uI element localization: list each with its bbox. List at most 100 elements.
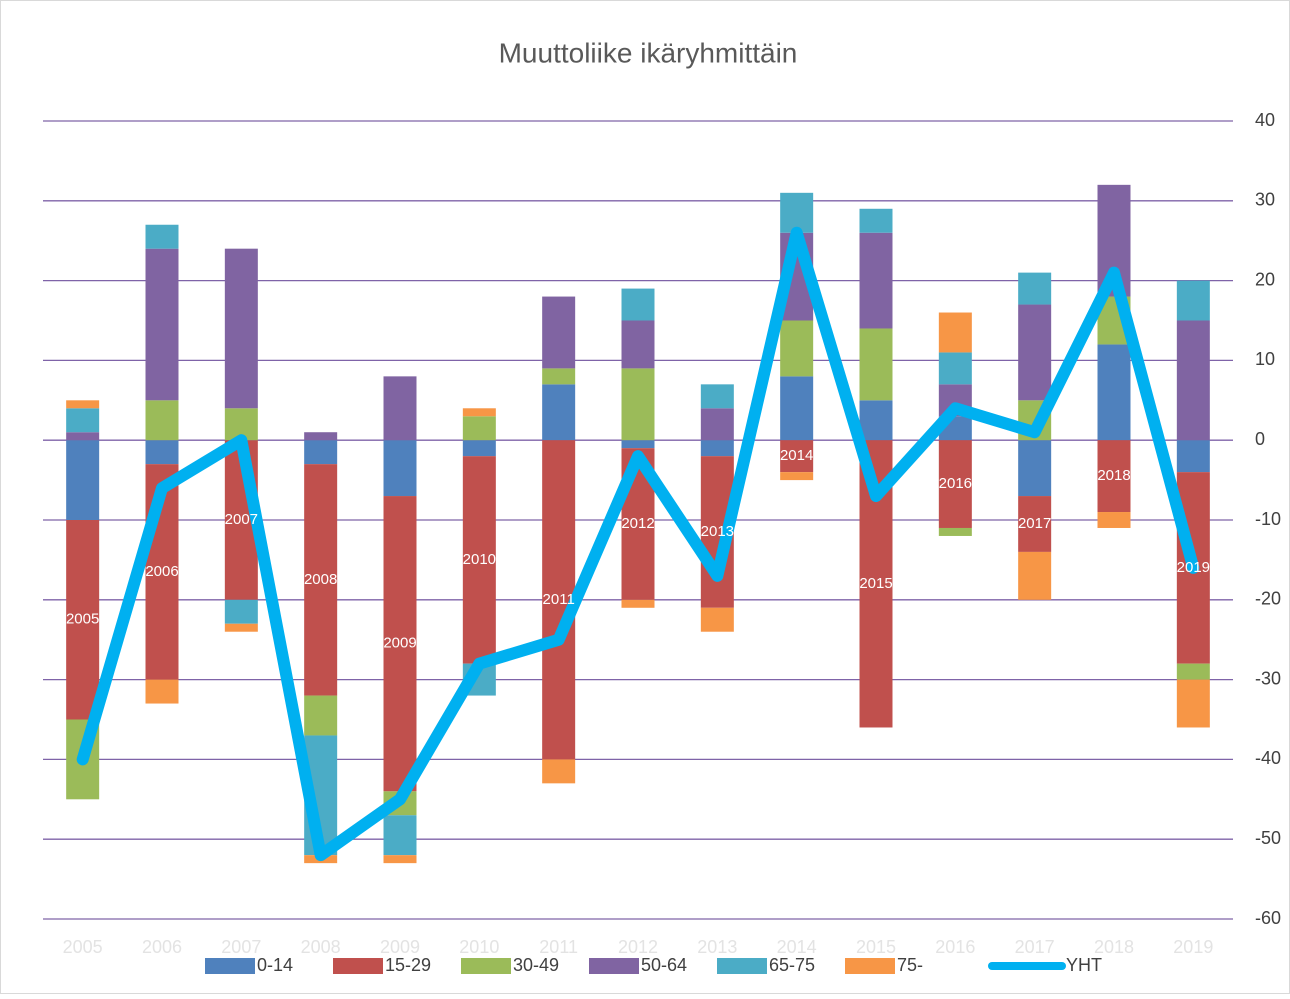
- bar-segment: [1176, 440, 1210, 473]
- bar-segment: [304, 695, 338, 736]
- x-tick-label: 2013: [697, 937, 737, 957]
- bar-segment: [700, 607, 734, 632]
- bar-category-label: 2010: [463, 551, 496, 568]
- bar-segment: [542, 384, 576, 441]
- bar-segment: [700, 384, 734, 409]
- bar-segment: [1176, 663, 1210, 680]
- bar-segment: [621, 368, 655, 441]
- bar-segment: [145, 400, 179, 441]
- legend-label: 65-75: [769, 955, 815, 975]
- legend-label: 30-49: [513, 955, 559, 975]
- bar-segment: [700, 440, 734, 457]
- bar-segment: [66, 400, 100, 409]
- x-tick-label: 2017: [1015, 937, 1055, 957]
- bar-category-label: 2019: [1177, 559, 1210, 576]
- x-tick-label: 2011: [539, 937, 578, 957]
- bar-segment: [224, 599, 258, 624]
- legend-swatch: [333, 958, 383, 974]
- bar-category-label: 2011: [543, 591, 575, 608]
- bar-category-label: 2017: [1018, 515, 1051, 532]
- legend-label: 50-64: [641, 955, 687, 975]
- x-tick-label: 2016: [935, 937, 975, 957]
- x-tick-label: 2012: [618, 937, 658, 957]
- x-tick-label: 2015: [856, 937, 896, 957]
- bar-segment: [383, 496, 417, 792]
- legend-swatch: [205, 958, 255, 974]
- bar-segment: [621, 440, 655, 449]
- bar-segment: [1018, 551, 1052, 600]
- bar-segment: [145, 679, 179, 704]
- bar-segment: [938, 352, 972, 385]
- x-tick-label: 2005: [63, 937, 103, 957]
- y-tick-label: -30: [1255, 668, 1281, 688]
- bar-segment: [1176, 679, 1210, 728]
- bar-segment: [1097, 440, 1131, 513]
- chart-title: Muuttoliike ikäryhmittäin: [499, 37, 798, 68]
- legend-label: YHT: [1066, 955, 1102, 975]
- bar-segment: [1018, 496, 1052, 552]
- bar-segment: [66, 408, 100, 433]
- bar-segment: [462, 408, 496, 417]
- bar-segment: [462, 440, 496, 457]
- line-series: [76, 226, 1200, 862]
- legend-swatch: [717, 958, 767, 974]
- bar-segment: [780, 472, 814, 481]
- bar-segment: [542, 759, 576, 784]
- bar-segment: [859, 400, 893, 441]
- x-tick-label: 2014: [777, 937, 817, 957]
- bar-segment: [859, 328, 893, 401]
- bar-category-label: 2013: [701, 523, 734, 540]
- legend-label: 75-: [897, 955, 923, 975]
- bar-segment: [1097, 344, 1131, 441]
- legend-swatch: [461, 958, 511, 974]
- y-tick-label: -60: [1255, 908, 1281, 928]
- bar-category-label: 2006: [145, 563, 178, 580]
- bar-segment: [383, 815, 417, 856]
- bar-segment: [383, 376, 417, 441]
- bar-segment: [780, 192, 814, 233]
- bar-segment: [621, 320, 655, 369]
- x-tick-label: 2009: [380, 937, 420, 957]
- bar-segment: [304, 464, 338, 696]
- bar-segment: [1018, 440, 1052, 497]
- x-tick-label: 2008: [301, 937, 341, 957]
- bar-category-label: 2005: [66, 611, 99, 628]
- y-tick-label: -20: [1255, 589, 1281, 609]
- bar-segment: [780, 376, 814, 441]
- legend-label: 15-29: [385, 955, 431, 975]
- bar-segment: [938, 440, 972, 528]
- bar-segment: [66, 432, 100, 441]
- bar-segment: [145, 224, 179, 249]
- y-tick-label: 20: [1255, 269, 1275, 289]
- bar-segment: [304, 432, 338, 441]
- bar-category-label: 2008: [304, 571, 337, 588]
- bar-category-label: 2014: [780, 447, 813, 464]
- y-tick-label: 0: [1255, 429, 1265, 449]
- x-tick-label: 2010: [459, 937, 499, 957]
- bar-category-label: 2012: [621, 515, 654, 532]
- bar-segment: [462, 416, 496, 441]
- bar-segment: [700, 408, 734, 441]
- bar-segment: [621, 288, 655, 321]
- bar-segment: [542, 368, 576, 385]
- bar-segment: [780, 320, 814, 377]
- x-tick-label: 2006: [142, 937, 182, 957]
- bar-segment: [1018, 272, 1052, 305]
- bar-category-label: 2007: [225, 511, 258, 528]
- bar-category-label: 2016: [939, 475, 972, 492]
- bar-segment: [224, 248, 258, 409]
- y-tick-label: -50: [1255, 828, 1281, 848]
- bar-segment: [542, 296, 576, 369]
- bar-segment: [1176, 320, 1210, 441]
- bar-segment: [621, 599, 655, 608]
- x-tick-label: 2018: [1094, 937, 1134, 957]
- bar-category-label: 2018: [1097, 467, 1130, 484]
- bar-segment: [780, 440, 814, 473]
- y-tick-label: 10: [1255, 349, 1275, 369]
- bar-segment: [1018, 304, 1052, 401]
- legend-label: 0-14: [257, 955, 293, 975]
- bar-segment: [66, 440, 100, 520]
- bar-segment: [224, 623, 258, 632]
- bar-segment: [66, 520, 100, 720]
